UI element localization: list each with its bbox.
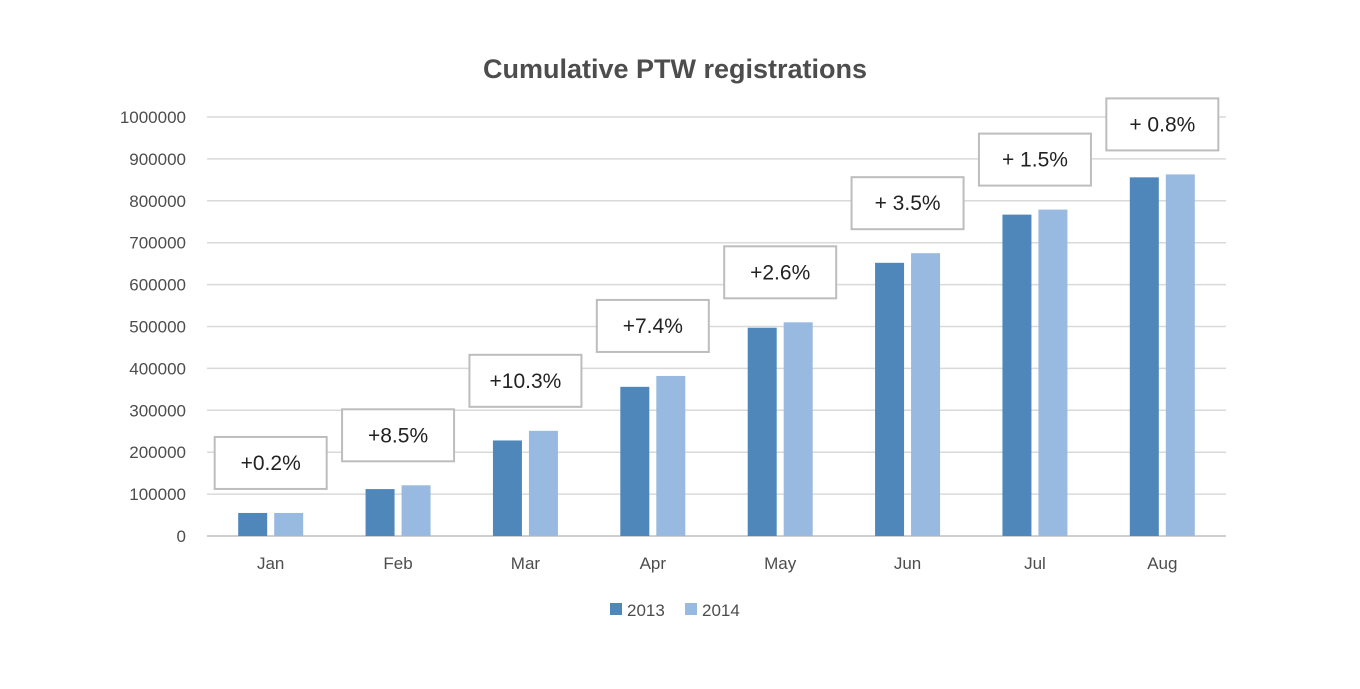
bar-2014-aug [1165,174,1195,536]
y-tick-label: 700000 [129,234,186,253]
annotation-label: +0.2% [241,452,301,475]
x-tick-label: Apr [640,554,667,573]
x-axis: Jan Feb Mar Apr May Jun Jul Aug [257,554,1177,573]
y-tick-label: 0 [177,527,186,546]
y-tick-label: 1000000 [120,108,186,127]
bars [238,174,1195,537]
annotations: +0.2% +8.5% +10.3% +7.4% +2.6% + 3.5% + 1.5% + … [213,97,1220,490]
annotation-label: + 3.5% [875,192,941,215]
annotation-label: + 0.8% [1129,113,1195,136]
bar-2014-mar [528,430,558,536]
y-tick-label: 300000 [129,401,186,420]
x-tick-label: Jul [1024,554,1046,573]
x-tick-label: Mar [511,554,541,573]
bar-2013-aug [1129,177,1159,536]
bar-2014-apr [656,375,686,536]
bar-2013-apr [620,386,650,536]
x-tick-label: Jan [257,554,284,573]
chart-title: Cumulative PTW registrations [483,54,867,84]
annotation-label: +7.4% [623,315,683,338]
bar-2013-jan [238,512,268,536]
annotation-box [468,353,583,408]
annotation-box [1105,97,1220,152]
annotation-box [595,298,710,353]
annotation-label: +10.3% [490,370,562,393]
y-tick-label: 600000 [129,276,186,295]
y-tick-label: 800000 [129,192,186,211]
legend-swatch-2014 [685,603,697,615]
bar-2014-jan [274,512,304,536]
y-axis: 0 100000 200000 300000 400000 500000 600000 700… [120,108,186,546]
annotation-label: +8.5% [368,424,428,447]
x-tick-label: Aug [1147,554,1177,573]
annotation-box [213,435,328,490]
bar-2014-jun [911,253,941,537]
legend-label-2013: 2013 [627,601,665,620]
annotation-box [341,408,456,463]
bar-2013-may [747,327,777,536]
bar-2014-may [783,322,813,536]
y-tick-label: 900000 [129,150,186,169]
y-tick-label: 500000 [129,318,186,337]
bar-2013-jul [1002,214,1032,536]
x-tick-label: Jun [894,554,921,573]
y-tick-label: 200000 [129,443,186,462]
legend-label-2014: 2014 [702,601,740,620]
annotation-label: +2.6% [750,261,810,284]
annotation-box [850,176,965,231]
annotation-label: + 1.5% [1002,149,1068,172]
legend-swatch-2013 [610,603,622,615]
x-tick-label: May [764,554,797,573]
bar-2014-jul [1038,209,1068,536]
bar-2013-mar [492,440,522,536]
bar-2013-feb [365,489,395,536]
y-tick-label: 100000 [129,485,186,504]
y-tick-label: 400000 [129,359,186,378]
annotation-box [977,132,1092,187]
legend: 2013 2014 [610,601,740,620]
x-tick-label: Feb [383,554,412,573]
bar-2014-feb [401,485,431,536]
bar-2013-jun [875,262,905,536]
annotation-box [723,245,838,300]
